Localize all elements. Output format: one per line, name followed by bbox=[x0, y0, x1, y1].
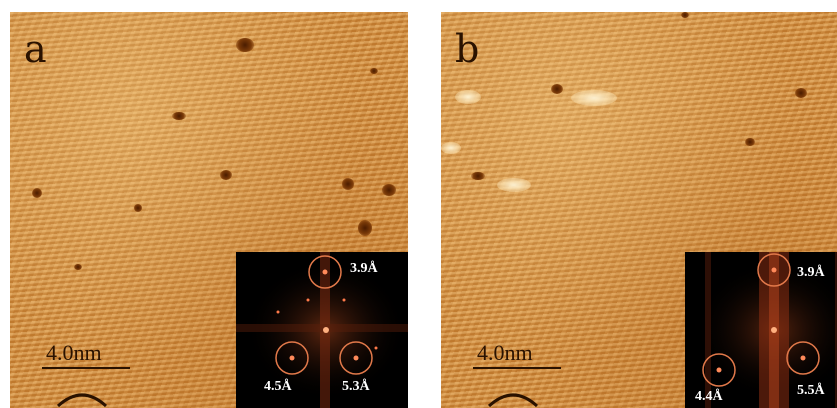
fft-label-right: 5.3Å bbox=[342, 379, 370, 394]
surface-defect bbox=[32, 188, 42, 198]
fft-pattern bbox=[236, 252, 408, 408]
fft-label-top: 3.9Å bbox=[350, 261, 378, 276]
surface-defect bbox=[172, 112, 186, 120]
surface-defect bbox=[134, 204, 142, 212]
fft-circle bbox=[757, 253, 791, 287]
fft-pattern bbox=[695, 252, 837, 408]
surface-defect bbox=[795, 88, 807, 98]
bright-spot bbox=[497, 178, 531, 192]
surface-defect bbox=[681, 12, 689, 18]
fft-label-right: 5.5Å bbox=[797, 383, 825, 398]
fft-circle bbox=[786, 341, 820, 375]
fft-label-left: 4.4Å bbox=[695, 389, 723, 404]
bright-spot bbox=[455, 90, 481, 104]
surface-defect bbox=[220, 170, 232, 180]
surface-defect bbox=[342, 178, 354, 190]
surface-defect bbox=[74, 264, 82, 270]
scale-bar bbox=[42, 367, 130, 369]
scale-bar bbox=[473, 367, 561, 369]
surface-defect bbox=[236, 38, 254, 52]
surface-defect bbox=[471, 172, 485, 180]
fft-circle bbox=[702, 353, 736, 387]
arc-marker bbox=[56, 393, 108, 408]
panel-label: a bbox=[24, 27, 47, 71]
scale-bar-label: 4.0nm bbox=[46, 340, 102, 365]
fft-inset: 3.9Å 4.4Å 5.5Å bbox=[685, 252, 837, 408]
scale-bar-label: 4.0nm bbox=[477, 340, 533, 365]
surface-defect bbox=[370, 68, 378, 74]
arc-marker bbox=[487, 393, 539, 408]
stm-image-a: a 4.0nm 3.9Å bbox=[10, 12, 408, 408]
panel-label: b bbox=[455, 27, 480, 71]
surface-defect bbox=[745, 138, 755, 146]
fft-label-left: 4.5Å bbox=[264, 379, 292, 394]
stm-image-b: b 4.0nm 3.9Å 4.4Å 5. bbox=[441, 12, 837, 408]
bright-spot bbox=[571, 90, 617, 106]
fft-inset: 3.9Å 4.5Å 5.3Å bbox=[236, 252, 408, 408]
surface-defect bbox=[358, 220, 372, 236]
surface-defect bbox=[382, 184, 396, 196]
fft-circle bbox=[275, 341, 309, 375]
bright-spot bbox=[441, 142, 461, 154]
fft-label-top: 3.9Å bbox=[797, 265, 825, 280]
fft-circle bbox=[308, 255, 342, 289]
surface-defect bbox=[551, 84, 563, 94]
fft-circle bbox=[339, 341, 373, 375]
